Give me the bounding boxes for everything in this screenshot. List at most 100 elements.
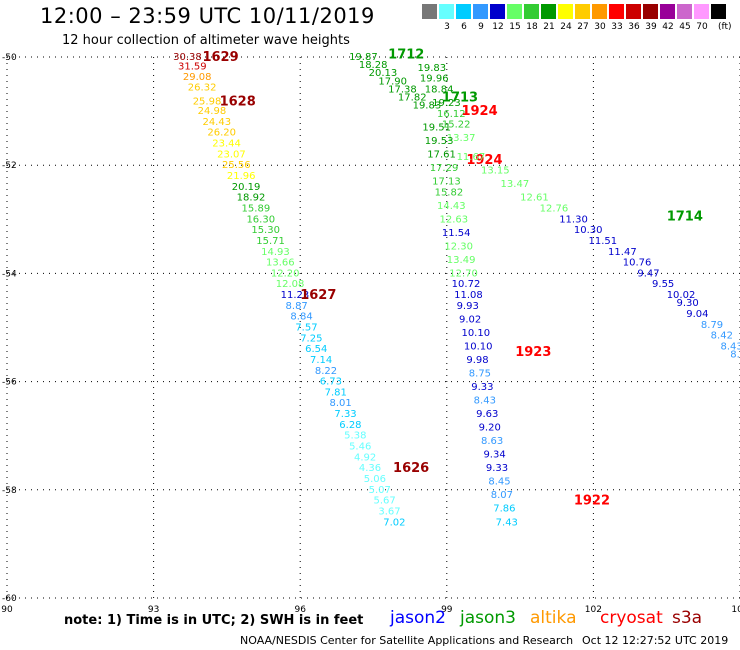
legend-label: 30	[594, 22, 606, 32]
track-time-label: 1924	[466, 153, 502, 168]
swh-value: 5.46	[349, 442, 371, 453]
swh-value: 9.93	[457, 301, 479, 312]
swh-value: 11.08	[454, 290, 483, 301]
swh-value: 17.13	[432, 176, 461, 187]
swh-value: 15.30	[251, 225, 280, 236]
legend-swatch	[507, 4, 522, 19]
swh-value: 8.84	[290, 312, 312, 323]
swh-value: 8.79	[701, 320, 723, 331]
satellite-jason3: jason3	[460, 608, 516, 628]
swh-value: 8.87	[286, 301, 308, 312]
swh-value: 9.33	[486, 463, 508, 474]
swh-value: 18.84	[425, 84, 454, 95]
legend-label: 15	[509, 22, 521, 32]
swh-value: 25.56	[222, 160, 251, 171]
track-time-label: 1713	[442, 91, 478, 106]
y-tick-label: -58	[2, 486, 17, 496]
swh-value: 12.61	[520, 193, 549, 204]
swh-value: 20.19	[232, 182, 261, 193]
swh-value: 21.96	[227, 171, 256, 182]
legend-label: 6	[461, 22, 467, 32]
swh-value: 8.75	[469, 368, 491, 379]
x-tick-label: 99	[441, 605, 453, 615]
swh-value: 9.63	[476, 409, 498, 420]
swh-value: 17.29	[430, 163, 459, 174]
y-tick-label: -50	[2, 53, 17, 63]
swh-value: 12.76	[540, 203, 569, 214]
legend-swatch	[473, 4, 488, 19]
swh-value: 19.96	[420, 74, 449, 85]
track-time-label: 1924	[461, 104, 497, 119]
swh-value: 13.47	[501, 179, 530, 190]
swh-value: 19.23	[432, 98, 461, 109]
swh-value: 7.86	[493, 504, 515, 515]
legend-swatch	[677, 4, 692, 19]
legend-unit: (ft)	[718, 22, 732, 32]
track-time-label: 1923	[515, 345, 551, 360]
legend-label: 33	[611, 22, 623, 32]
track-time-label: 1629	[202, 50, 238, 65]
swh-value: 15.71	[256, 236, 285, 247]
x-tick-label: 102	[585, 605, 602, 615]
legend-label: 12	[492, 22, 504, 32]
swh-value: 9.55	[652, 279, 674, 290]
swh-value: 18.92	[237, 193, 266, 204]
swh-value: 19.51	[422, 122, 451, 133]
swh-value: 16.12	[437, 109, 466, 120]
swh-value: 9.98	[466, 355, 488, 366]
swh-value: 7.02	[383, 517, 405, 528]
x-tick-label: 90	[1, 605, 13, 615]
footer-timestamp: Oct 12 12:27:52 UTC 2019	[582, 634, 729, 647]
legend-swatch	[439, 4, 454, 19]
swh-value: 5.38	[344, 431, 366, 442]
swh-value: 5.67	[374, 496, 396, 507]
swh-value: 11.67	[457, 152, 486, 163]
swh-value: 10.10	[461, 328, 490, 339]
chart-title: 12:00 – 23:59 UTC 10/11/2019	[40, 4, 375, 28]
swh-value: 25.98	[193, 96, 222, 107]
y-tick-label: -56	[2, 378, 17, 388]
x-tick-label: 93	[148, 605, 159, 615]
swh-value: 8.43	[474, 396, 496, 407]
legend-label: 27	[577, 22, 589, 32]
swh-value: 9.04	[686, 309, 708, 320]
swh-value: 12.30	[444, 241, 473, 252]
satellite-cryosat: cryosat	[600, 608, 663, 628]
chart-subtitle: 12 hour collection of altimeter wave hei…	[62, 33, 350, 48]
swh-value: 8.01	[330, 398, 352, 409]
swh-value: 11.54	[442, 228, 471, 239]
swh-value: 13.49	[447, 255, 476, 266]
legend-label: 39	[645, 22, 657, 32]
track-time-label: 1712	[388, 47, 424, 62]
swh-value: 17.61	[427, 149, 456, 160]
swh-value: 10.10	[464, 341, 493, 352]
swh-value: 9.33	[471, 382, 493, 393]
swh-value: 15.22	[442, 120, 471, 131]
swh-value: 29.08	[183, 72, 212, 83]
swh-value: 16.30	[246, 214, 275, 225]
swh-value: 15.89	[242, 203, 271, 214]
swh-value: 7.33	[334, 409, 356, 420]
swh-value: 12.70	[449, 268, 478, 279]
legend-swatch	[490, 4, 505, 19]
swh-value: 5.07	[369, 485, 391, 496]
swh-value: 19.53	[425, 136, 454, 147]
legend-label: 3	[444, 22, 450, 32]
legend-swatch	[558, 4, 573, 19]
swh-value: 17.90	[378, 76, 407, 87]
swh-value: 24.98	[198, 106, 227, 117]
swh-value: 6.28	[339, 420, 361, 431]
satellite-s3a: s3a	[672, 608, 703, 628]
track-time-label: 1714	[667, 210, 703, 225]
swh-value: 10.02	[667, 290, 696, 301]
swh-value: 26.32	[188, 82, 217, 93]
swh-value: 8.63	[481, 436, 503, 447]
swh-value: 17.82	[398, 93, 427, 104]
swh-value: 6.73	[320, 377, 342, 388]
swh-value: 19.87	[349, 52, 378, 63]
swh-value: 30.38	[173, 52, 202, 63]
swh-value: 23.44	[212, 139, 241, 150]
legend-label: 45	[679, 22, 691, 32]
legend-label: 24	[560, 22, 572, 32]
